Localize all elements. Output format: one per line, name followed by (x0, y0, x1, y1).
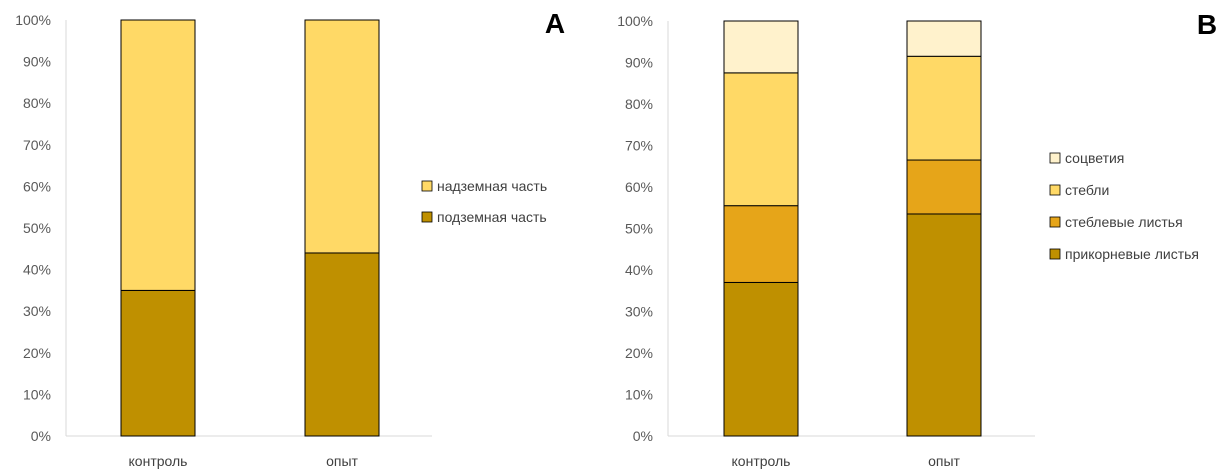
y-tick-label: 40% (625, 262, 653, 278)
y-tick-label: 10% (625, 387, 653, 403)
bar-опыт-подземная-часть (304, 252, 380, 437)
y-tick-label: 80% (625, 96, 653, 112)
y-tick-label: 100% (617, 13, 653, 29)
y-tick-label: 0% (31, 428, 51, 444)
y-tick-label: 70% (625, 138, 653, 154)
x-category-label: контроль (732, 453, 791, 469)
bar-контроль-прикорневые-листья (723, 281, 799, 437)
legend-swatch-надземная-часть (421, 180, 433, 192)
y-tick-label: 90% (625, 55, 653, 71)
y-tick-label: 30% (625, 304, 653, 320)
legend-swatch-стеблевые-листья (1049, 216, 1061, 228)
y-tick-label: 10% (23, 386, 51, 402)
y-tick-label: 100% (15, 12, 51, 28)
y-tick-label: 0% (633, 428, 653, 444)
bar-контроль-стеблевые-листья (723, 205, 799, 283)
legend-label: подземная часть (437, 209, 547, 225)
y-tick-label: 60% (23, 178, 51, 194)
legend-label: соцветия (1065, 150, 1124, 166)
y-tick-label: 80% (23, 95, 51, 111)
legend-swatch-соцветия (1049, 152, 1061, 164)
x-category-label: опыт (928, 453, 960, 469)
y-tick-label: 30% (23, 303, 51, 319)
panel-label: A (545, 8, 565, 39)
x-category-label: контроль (129, 453, 188, 469)
x-category-label: опыт (326, 453, 358, 469)
panel-a: 0% 10% 20% 30% 40% 50% 60% 70% 80% 90% 100% контрол… (15, 8, 565, 469)
bar-контроль-соцветия (723, 20, 799, 74)
bar-контроль-стебли (723, 72, 799, 207)
legend-swatch-стебли (1049, 184, 1061, 196)
legend-label: прикорневые листья (1065, 246, 1199, 262)
y-tick-label: 70% (23, 137, 51, 153)
legend-label: стебли (1065, 182, 1109, 198)
y-tick-label: 50% (23, 220, 51, 236)
y-tick-label: 40% (23, 262, 51, 278)
y-tick-label: 50% (625, 221, 653, 237)
legend-swatch-прикорневые-листья (1049, 248, 1061, 260)
bar-опыт-стеблевые-листья (906, 159, 982, 215)
bar-опыт-надземная-часть (304, 19, 380, 254)
bar-опыт-стебли (906, 55, 982, 161)
bar-опыт-соцветия (906, 20, 982, 57)
panel-b: 0% 10% 20% 30% 40% 50% 60% 70% 80% 90% 100% контрол… (617, 9, 1217, 469)
y-tick-label: 60% (625, 179, 653, 195)
legend-label: стеблевые листья (1065, 214, 1183, 230)
bar-контроль-подземная-часть (120, 289, 196, 437)
bar-опыт-прикорневые-листья (906, 213, 982, 437)
bar-контроль-надземная-часть (120, 19, 196, 291)
y-tick-label: 20% (23, 345, 51, 361)
legend-swatch-подземная-часть (421, 211, 433, 223)
panel-label: B (1197, 9, 1217, 40)
y-tick-label: 90% (23, 54, 51, 70)
legend-label: надземная часть (437, 178, 547, 194)
y-tick-label: 20% (625, 345, 653, 361)
